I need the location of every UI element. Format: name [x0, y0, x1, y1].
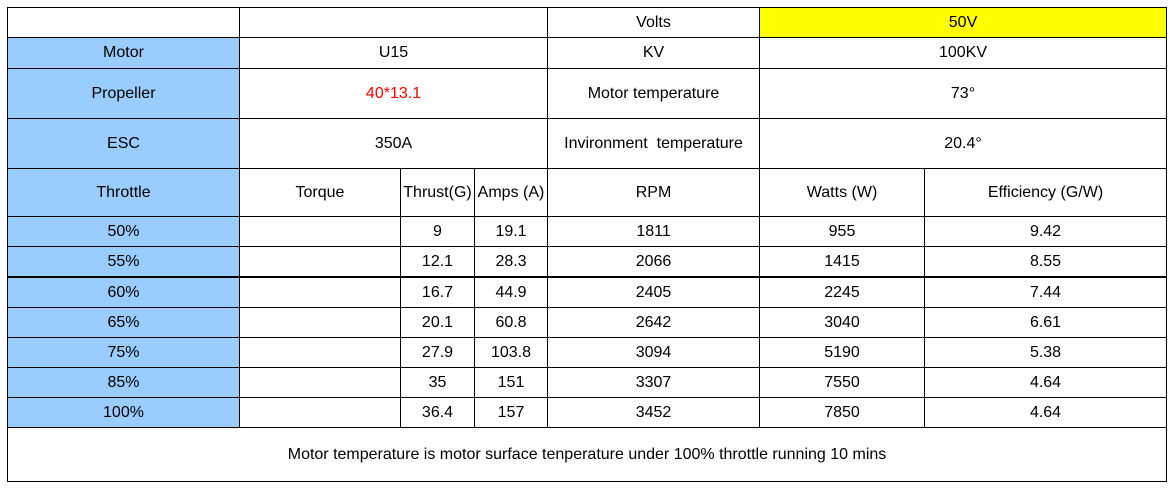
cell-watts: 2245 — [759, 276, 926, 308]
cell-rpm: 1811 — [547, 216, 761, 247]
data-rows: 50% 9 19.1 1811 955 9.42 55% 12.1 28.3 2066 1415 8.… — [7, 216, 1168, 428]
column-header-rpm: RPM — [547, 168, 761, 217]
cell-amps: 157 — [473, 397, 549, 428]
table-row: 50% 9 19.1 1811 955 9.42 — [7, 216, 1168, 247]
kv-value: 100KV — [759, 37, 1168, 69]
motor-row: Motor U15 KV 100KV — [7, 37, 1168, 69]
footer-note: Motor temperature is motor surface tenpe… — [6, 427, 1168, 482]
esc-row: ESC 350A Invironment temperature 20.4° — [7, 118, 1168, 169]
cell-thrust: 35 — [400, 367, 475, 398]
cell-efficiency: 6.61 — [924, 307, 1168, 338]
cell-efficiency: 9.42 — [924, 216, 1168, 247]
table-row: 60% 16.7 44.9 2405 2245 7.44 — [7, 276, 1168, 308]
propeller-value: 40*13.1 — [238, 68, 549, 119]
cell-throttle: 60% — [7, 276, 240, 308]
column-header-row: Throttle Torque Thrust(G) Amps (A) RPM W… — [7, 168, 1168, 217]
cell-amps: 60.8 — [473, 307, 549, 338]
volts-value: 50V — [759, 7, 1168, 38]
cell-thrust: 9 — [400, 216, 475, 247]
cell-watts: 3040 — [759, 307, 926, 338]
environment-temperature-value: 20.4° — [759, 118, 1168, 169]
column-header-efficiency: Efficiency (G/W) — [924, 168, 1168, 217]
cell-rpm: 2066 — [547, 246, 761, 278]
motor-value: U15 — [238, 37, 549, 69]
cell-torque — [239, 216, 401, 247]
cell-thrust: 20.1 — [400, 307, 475, 338]
table-row: 55% 12.1 28.3 2066 1415 8.55 — [7, 246, 1168, 278]
environment-temperature-label: Invironment temperature — [547, 118, 761, 169]
cell-efficiency: 4.64 — [924, 367, 1168, 398]
cell-throttle: 100% — [7, 397, 240, 428]
cell-efficiency: 4.64 — [924, 397, 1168, 428]
cell-amps: 103.8 — [473, 337, 549, 368]
cell-rpm: 3094 — [547, 337, 761, 368]
cell-torque — [239, 276, 401, 308]
cell-watts: 1415 — [759, 246, 926, 278]
cell-watts: 7550 — [759, 367, 926, 398]
cell-torque — [239, 246, 401, 278]
cell-amps: 28.3 — [473, 246, 549, 278]
cell-throttle: 50% — [7, 216, 240, 247]
cell-rpm: 3452 — [547, 397, 761, 428]
cell-torque — [239, 337, 401, 368]
motor-test-table: Volts 50V Motor U15 KV 100KV Propeller 4… — [6, 7, 1168, 482]
cell-thrust: 12.1 — [400, 246, 475, 278]
motor-label: Motor — [7, 37, 240, 69]
cell-throttle: 75% — [7, 337, 240, 368]
propeller-label: Propeller — [7, 68, 240, 119]
column-header-torque: Torque — [239, 168, 401, 217]
motor-temperature-value: 73° — [759, 68, 1168, 119]
column-header-thrust: Thrust(G) — [400, 168, 475, 217]
cell-rpm: 2642 — [547, 307, 761, 338]
table-row: 65% 20.1 60.8 2642 3040 6.61 — [7, 307, 1168, 338]
cell-rpm: 3307 — [547, 367, 761, 398]
empty-cell — [238, 7, 549, 38]
column-header-amps: Amps (A) — [473, 168, 549, 217]
motor-temperature-label: Motor temperature — [547, 68, 761, 119]
table-row: 100% 36.4 157 3452 7850 4.64 — [7, 397, 1168, 428]
kv-label: KV — [547, 37, 761, 69]
cell-efficiency: 8.55 — [924, 246, 1168, 278]
cell-amps: 19.1 — [473, 216, 549, 247]
cell-throttle: 85% — [7, 367, 240, 398]
volts-row: Volts 50V — [7, 7, 1168, 38]
cell-efficiency: 5.38 — [924, 337, 1168, 368]
cell-thrust: 27.9 — [400, 337, 475, 368]
cell-efficiency: 7.44 — [924, 276, 1168, 308]
esc-value: 350A — [238, 118, 549, 169]
cell-torque — [239, 307, 401, 338]
spec-sheet: Volts 50V Motor U15 KV 100KV Propeller 4… — [6, 7, 1168, 482]
table-row: 75% 27.9 103.8 3094 5190 5.38 — [7, 337, 1168, 368]
column-header-throttle: Throttle — [7, 168, 240, 217]
cell-torque — [239, 367, 401, 398]
cell-watts: 7850 — [759, 397, 926, 428]
cell-thrust: 16.7 — [400, 276, 475, 308]
empty-cell — [7, 7, 240, 38]
cell-throttle: 55% — [7, 246, 240, 278]
cell-rpm: 2405 — [547, 276, 761, 308]
cell-throttle: 65% — [7, 307, 240, 338]
esc-label: ESC — [7, 118, 240, 169]
cell-thrust: 36.4 — [400, 397, 475, 428]
table-row: 85% 35 151 3307 7550 4.64 — [7, 367, 1168, 398]
footer-row: Motor temperature is motor surface tenpe… — [6, 427, 1168, 482]
cell-torque — [239, 397, 401, 428]
cell-watts: 5190 — [759, 337, 926, 368]
cell-watts: 955 — [759, 216, 926, 247]
volts-label: Volts — [547, 7, 761, 38]
cell-amps: 151 — [473, 367, 549, 398]
column-header-watts: Watts (W) — [759, 168, 926, 217]
propeller-row: Propeller 40*13.1 Motor temperature 73° — [7, 68, 1168, 119]
cell-amps: 44.9 — [473, 276, 549, 308]
